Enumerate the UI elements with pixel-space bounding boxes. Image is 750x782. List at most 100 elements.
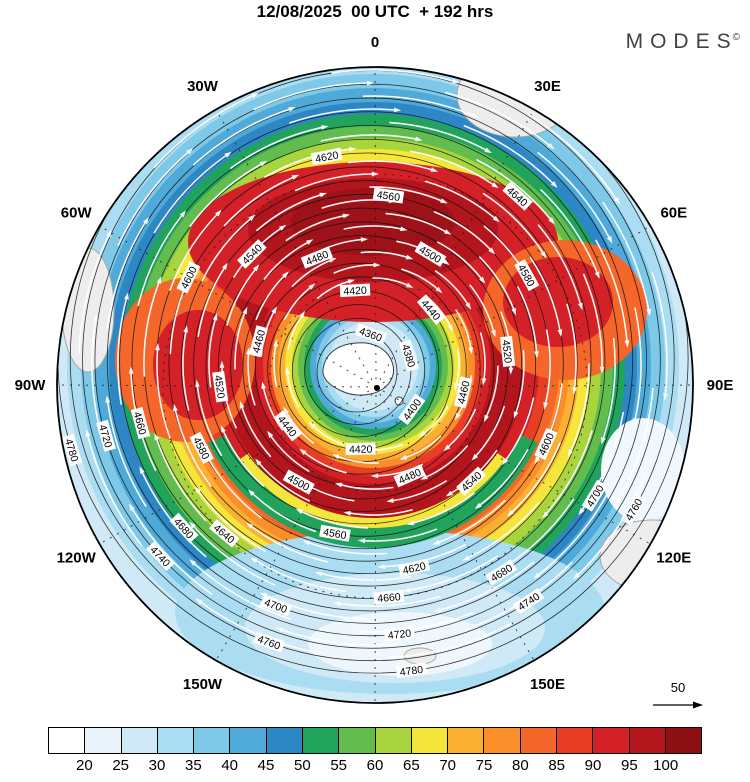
contour-line [254,262,467,475]
streamline [286,372,300,408]
streamline [155,437,207,521]
colorbar-tick-label: 40 [221,757,238,774]
streamline [153,94,255,169]
streamline-arrowhead [377,564,385,570]
colorbar-tick-label: 100 [653,757,679,774]
streamline [117,297,128,405]
colorbar-tick-label: 70 [439,757,456,774]
streamline [153,154,228,234]
contour-label-box [534,427,558,461]
streamline [223,176,295,227]
streamline [300,510,369,529]
streamline-arrowhead [139,466,145,474]
meridian-line [374,67,377,388]
contour-label-box [145,540,176,572]
streamline-arrowhead [219,360,225,368]
streamline [411,492,475,524]
streamline-arrowhead [491,182,499,189]
streamline-arrowhead [432,539,440,545]
streamline-arrowhead [578,507,585,516]
streamline [438,561,535,612]
colorbar-tick-label: 85 [548,757,565,774]
streamline [197,490,266,552]
streamline [369,186,443,202]
streamline-arrowhead [370,473,379,479]
contour-label-box [310,147,343,166]
streamline [544,329,551,405]
colorbar-cell [556,728,594,753]
contour-label-box [345,442,376,456]
streamline-arrowhead [343,511,351,516]
streamline-arrowhead [454,412,461,421]
streamline [595,239,628,343]
streamline-arrowhead [279,224,287,231]
streamline-arrowhead [285,367,290,375]
colorbar-tick-label: 55 [330,757,347,774]
streamline-arrowhead [308,283,316,290]
contour-label: 4560 [372,187,405,204]
colorbar-cell [520,728,557,753]
chart-title: 12/08/2025 00 UTC + 192 hrs [256,2,494,21]
streamline-arrowhead [189,521,196,529]
longitude-labels: 0 30E 60E 90E 120E 150E 180 150W 120W 90W 60W 30W [15,34,734,712]
contour-label: 4420 [345,442,376,456]
longitude-label: 30E [534,78,561,95]
polar-weather-map: 4360438044004420442044404440446044604480… [15,34,734,712]
colorbar-tick-label: 30 [148,757,166,774]
streamline [241,405,272,458]
streamline [208,318,217,388]
contour-label: 4460 [248,325,268,358]
streamline-arrowhead [468,347,473,355]
contour-line [94,83,647,637]
land-mass [573,634,603,654]
streamline-arrowhead [430,167,439,172]
streamline [303,451,347,474]
streamline-arrowhead [221,262,228,270]
streamline-arrowhead [471,453,479,461]
colorbar-tick-label: 35 [184,757,202,774]
streamline [78,234,110,355]
streamline [569,363,590,453]
streamline [333,264,376,274]
streamline-arrowhead [342,213,351,219]
streamline [287,315,303,350]
contour-label-box [502,181,533,211]
contour-label-text: 4520 [499,339,513,364]
streamline-arrowhead [624,340,630,348]
streamline [137,214,184,307]
contour-label-box [620,493,647,526]
streamline [540,189,599,275]
streamline [618,387,654,501]
streamline [106,400,147,507]
contour-line [119,111,620,612]
longitude-label: 30W [187,78,219,95]
contour-label: 4620 [398,558,431,577]
streamline-arrowhead [360,237,369,242]
contour-label: 4720 [383,626,415,642]
streamline [192,525,276,586]
streamline [264,148,352,178]
wind-reference-arrowhead [693,701,703,709]
streamline-arrowhead [173,403,178,412]
streamline [285,215,345,242]
streamline [294,173,374,192]
streamline [143,281,160,377]
colorbar-tick-label: 90 [584,757,602,774]
contour-label-text: 4420 [343,285,367,298]
streamline-arrowhead [557,329,563,337]
streamline-arrowhead [633,418,638,426]
streamline [320,134,418,142]
streamline-arrowhead [663,393,668,401]
streamline-arrowhead [314,571,323,577]
streamline [250,525,329,563]
streamline [479,256,515,311]
streamline [510,442,561,514]
streamline-arrowhead [488,247,496,255]
streamline-arrowhead [267,430,274,439]
contour-label: 4560 [319,524,351,542]
streamline [207,458,263,519]
streamline-arrowhead [513,411,519,419]
streamline-arrowhead [247,489,255,496]
meridian-line [215,109,377,388]
